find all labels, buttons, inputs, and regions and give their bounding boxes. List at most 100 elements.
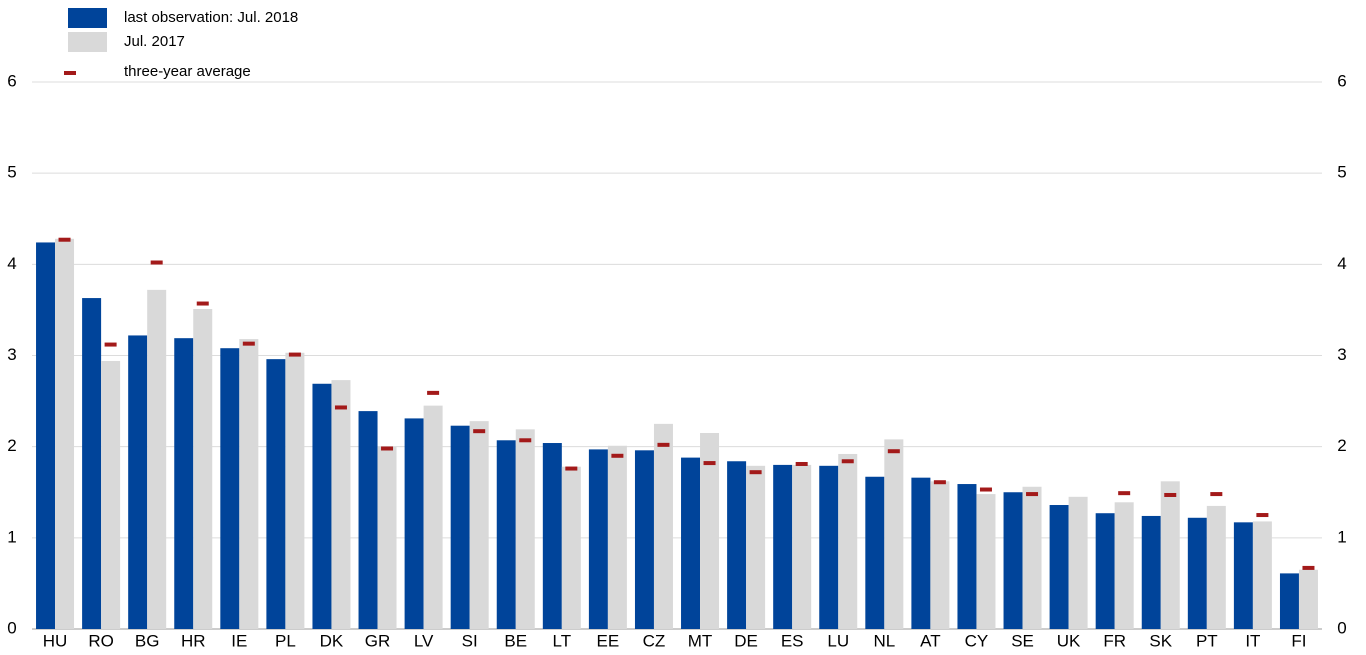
bar xyxy=(220,348,240,629)
bar xyxy=(1206,505,1226,629)
legend-label: last observation: Jul. 2018 xyxy=(124,9,298,26)
x-tick-label: PL xyxy=(275,631,296,650)
legend-swatch xyxy=(64,71,76,75)
average-marker xyxy=(887,449,900,454)
x-tick-label: LU xyxy=(827,631,849,650)
average-marker xyxy=(703,461,716,466)
average-marker xyxy=(1302,565,1315,570)
x-tick-label: SI xyxy=(462,631,478,650)
y-tick-label: 1 xyxy=(7,527,16,546)
x-tick-label: AT xyxy=(920,631,940,650)
bar xyxy=(588,449,608,629)
bar xyxy=(1049,505,1069,629)
average-marker xyxy=(473,429,486,434)
bar xyxy=(147,289,167,629)
x-tick-label: ES xyxy=(781,631,804,650)
bar xyxy=(884,439,904,629)
x-tick-label: IT xyxy=(1245,631,1260,650)
average-marker xyxy=(933,480,946,485)
x-tick-label: HU xyxy=(43,631,68,650)
x-tick-label: UK xyxy=(1057,631,1081,650)
bar xyxy=(1298,569,1318,629)
y-tick-label: 2 xyxy=(7,436,16,455)
bar xyxy=(1279,573,1299,629)
average-marker xyxy=(196,301,209,306)
bar xyxy=(377,446,397,629)
y-tick-label: 6 xyxy=(7,71,16,90)
y2-tick-label: 1 xyxy=(1337,527,1346,546)
bar xyxy=(838,453,858,629)
bar xyxy=(128,335,148,629)
bar xyxy=(607,445,627,629)
bar xyxy=(976,494,996,629)
x-tick-label: HR xyxy=(181,631,206,650)
bar xyxy=(865,476,885,629)
x-tick-label: FI xyxy=(1291,631,1306,650)
x-tick-label: BG xyxy=(135,631,160,650)
average-marker xyxy=(1118,491,1131,496)
bar xyxy=(193,309,213,629)
legend-swatch xyxy=(68,8,107,28)
average-marker xyxy=(1256,513,1269,518)
bar xyxy=(1252,521,1272,629)
bar xyxy=(469,421,489,629)
bar xyxy=(1114,502,1134,629)
x-tick-label: CY xyxy=(965,631,989,650)
bar xyxy=(266,359,286,629)
bar xyxy=(450,425,470,629)
bar xyxy=(653,423,673,629)
bar xyxy=(312,383,332,629)
bar xyxy=(773,464,793,629)
x-tick-label: LT xyxy=(553,631,572,650)
y-tick-label: 0 xyxy=(7,618,16,637)
x-tick-label: MT xyxy=(688,631,713,650)
bar xyxy=(727,461,747,629)
bar xyxy=(404,418,424,629)
x-tick-label: NL xyxy=(873,631,895,650)
bar xyxy=(930,481,950,629)
bar xyxy=(1141,515,1161,629)
bar xyxy=(36,242,56,629)
legend-swatch xyxy=(68,32,107,52)
x-tick-label: LV xyxy=(414,631,434,650)
bar xyxy=(1233,522,1253,629)
average-marker xyxy=(611,453,624,458)
y-tick-label: 3 xyxy=(7,345,16,364)
bar xyxy=(496,440,516,629)
average-marker xyxy=(1164,492,1177,497)
bar xyxy=(1187,517,1207,629)
bar xyxy=(55,238,75,629)
legend: last observation: Jul. 2018 Jul. 2017 thre… xyxy=(124,9,298,80)
average-marker xyxy=(427,390,440,395)
bar xyxy=(819,465,839,629)
y2-tick-label: 6 xyxy=(1337,71,1346,90)
x-tick-label: IE xyxy=(231,631,247,650)
bar xyxy=(331,380,351,629)
bar xyxy=(82,298,102,629)
x-tick-label: FR xyxy=(1103,631,1126,650)
bar xyxy=(423,405,443,629)
x-tick-label: DK xyxy=(320,631,344,650)
average-marker xyxy=(1026,492,1039,497)
x-tick-label: PT xyxy=(1196,631,1218,650)
bar xyxy=(911,477,931,629)
bar xyxy=(1068,496,1088,629)
bar xyxy=(700,432,720,629)
x-tick-label: GR xyxy=(365,631,391,650)
legend-label: three-year average xyxy=(124,63,251,80)
average-marker xyxy=(519,438,532,443)
average-marker xyxy=(795,461,808,466)
x-tick-label: DE xyxy=(734,631,758,650)
bar xyxy=(561,466,581,629)
average-marker xyxy=(334,405,347,410)
bar xyxy=(634,450,654,629)
bar xyxy=(542,443,562,629)
bar xyxy=(358,411,378,629)
bar xyxy=(1095,513,1115,629)
x-tick-label: EE xyxy=(597,631,620,650)
y2-tick-label: 2 xyxy=(1337,436,1346,455)
bar xyxy=(285,352,305,629)
bar xyxy=(746,465,766,629)
average-marker xyxy=(104,342,117,347)
